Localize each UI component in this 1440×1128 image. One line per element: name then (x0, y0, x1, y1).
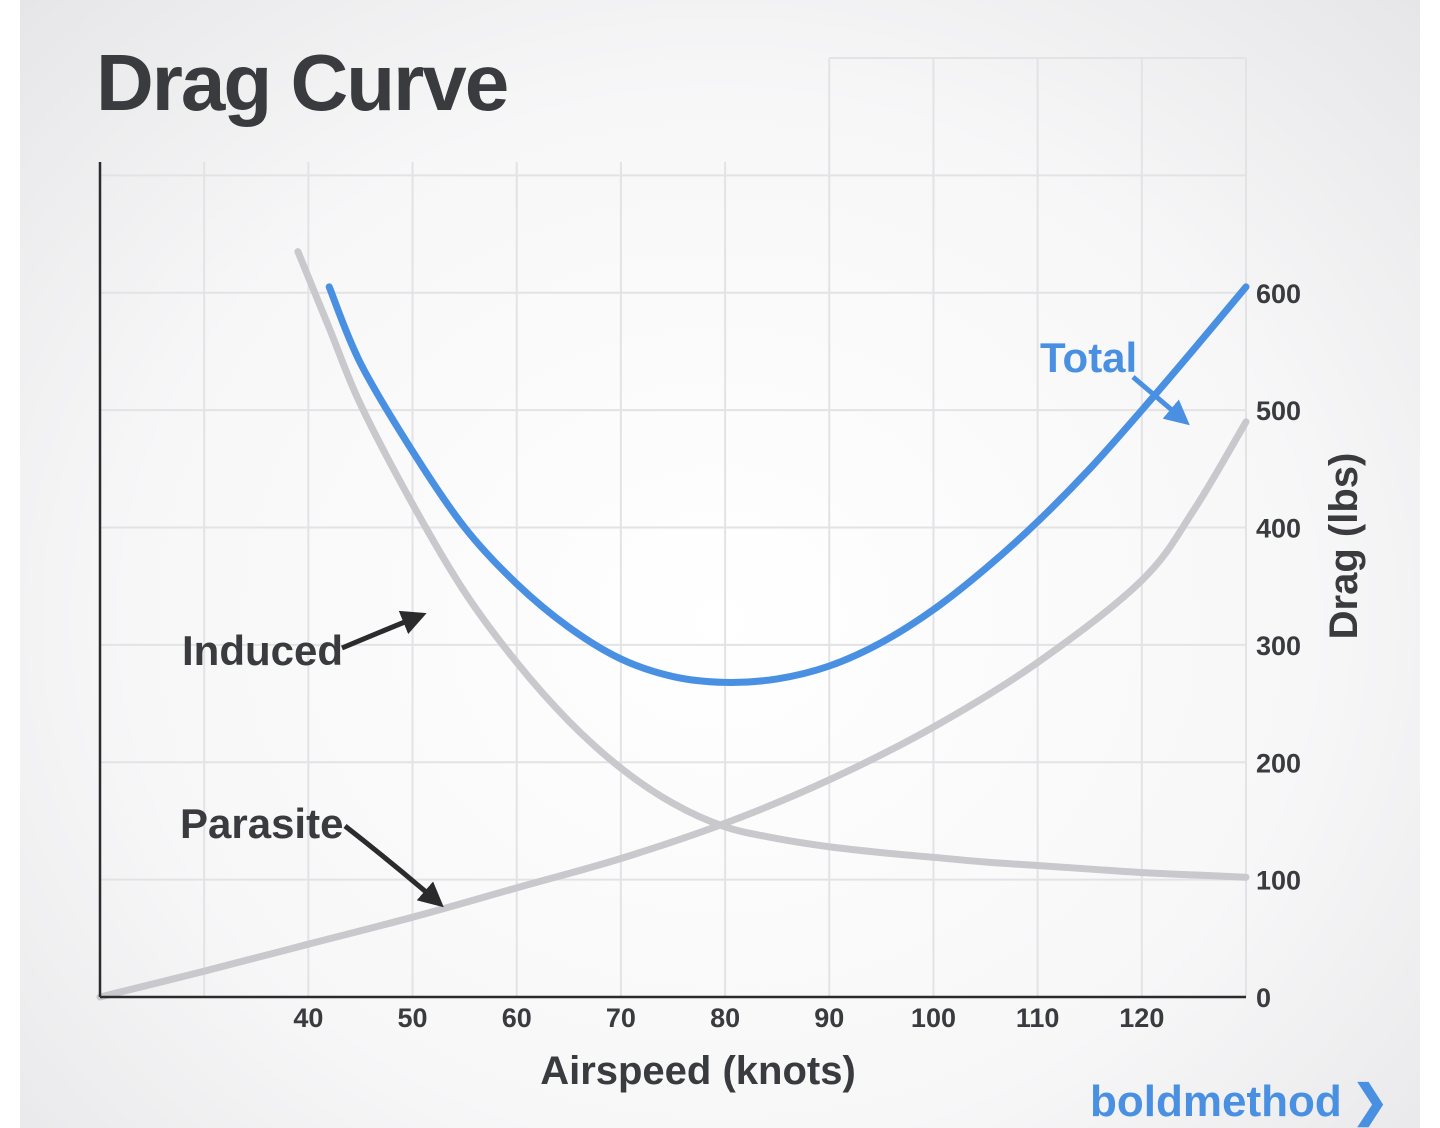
x-tick-label: 60 (502, 1003, 532, 1033)
x-tick-label: 80 (710, 1003, 740, 1033)
series-line-induced (294, 248, 1250, 881)
x-tick-label: 110 (1016, 1003, 1060, 1033)
brand-chevron-icon: ❯ (1352, 1077, 1389, 1128)
grid (100, 57, 1247, 997)
x-tick-label: 40 (293, 1003, 323, 1033)
y-tick-labels: 0 100 200 300 400 500 600 (1256, 279, 1301, 1013)
y-axis-label: Drag (lbs) (1322, 453, 1366, 640)
y-tick-label: 0 (1256, 983, 1271, 1013)
brand-logo: boldmethod ❯ (1090, 1077, 1389, 1128)
series-line-total (325, 283, 1250, 687)
x-tick-label: 120 (1119, 1003, 1164, 1033)
series-label-total: Total (1040, 334, 1137, 381)
induced-arrow-icon (341, 610, 427, 651)
brand-text: boldmethod (1090, 1077, 1342, 1126)
y-tick-label: 500 (1256, 396, 1301, 426)
y-tick-label: 400 (1256, 514, 1301, 544)
total-arrow-icon (1131, 375, 1190, 426)
x-tick-label: 100 (911, 1003, 956, 1033)
y-tick-label: 600 (1256, 279, 1301, 309)
chart-frame (20, 0, 1420, 1128)
x-tick-labels: 40 50 60 70 80 90 100 110 120 (293, 1003, 1164, 1033)
series-label-induced: Induced (182, 627, 343, 674)
x-tick-label: 50 (398, 1003, 428, 1033)
y-tick-label: 200 (1256, 748, 1301, 778)
series-line-parasite (96, 418, 1250, 1001)
curves (96, 248, 1250, 1001)
x-tick-label: 70 (606, 1003, 636, 1033)
chart-title: Drag Curve (96, 38, 507, 127)
series-label-parasite: Parasite (180, 800, 343, 847)
y-tick-label: 300 (1256, 631, 1301, 661)
x-tick-label: 90 (814, 1003, 844, 1033)
parasite-arrow-icon (343, 824, 444, 908)
y-tick-label: 100 (1256, 866, 1301, 896)
x-axis-label: Airspeed (knots) (540, 1049, 856, 1093)
